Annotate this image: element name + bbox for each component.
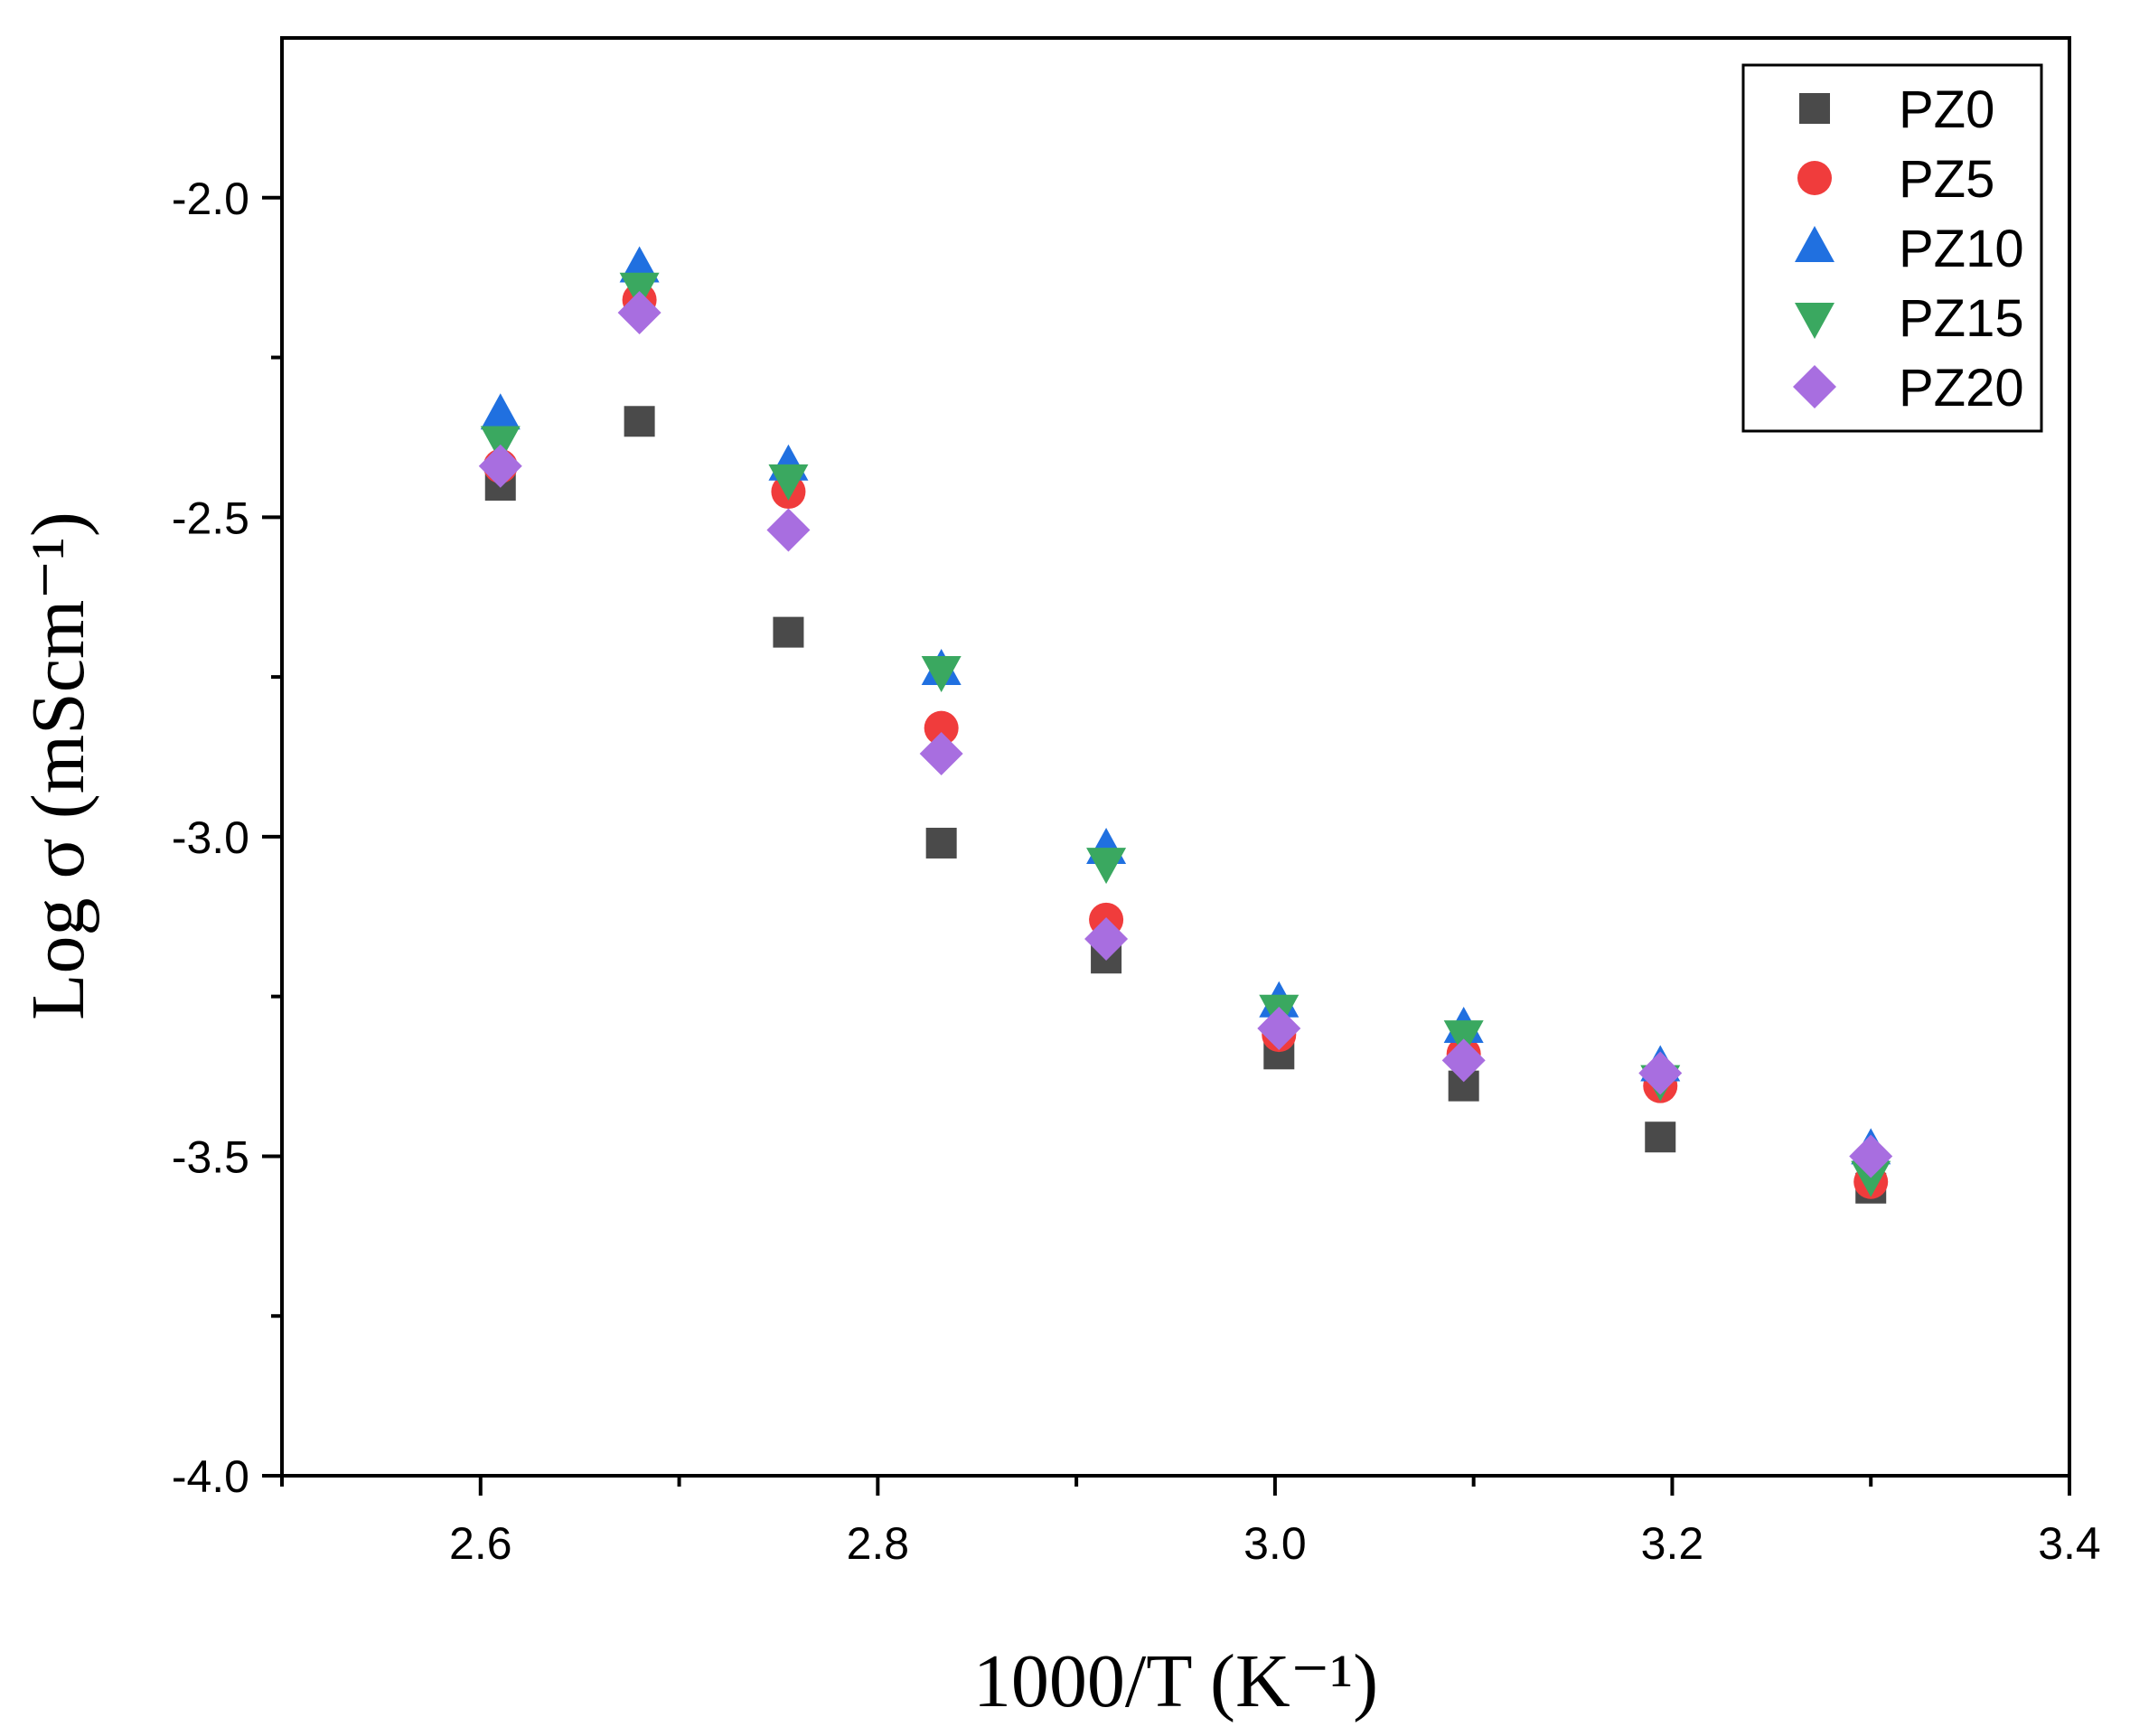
x-tick-label: 3.4	[2038, 1518, 2101, 1569]
y-tick-label: -4.0	[172, 1451, 249, 1502]
y-axis-title: Log σ (mScm⁻¹)	[16, 511, 100, 1020]
plot-frame	[280, 36, 2071, 1478]
data-point	[1084, 917, 1129, 962]
legend-box	[1741, 63, 2043, 433]
legend: PZ0 PZ5 PZ10 PZ15 PZ20	[1741, 63, 2043, 433]
series-pz5	[483, 282, 1889, 1199]
data-point	[480, 393, 521, 430]
data-point	[617, 291, 662, 335]
data-point	[921, 656, 962, 693]
data-point	[1851, 1160, 1891, 1197]
legend-marker	[1799, 93, 1830, 124]
x-tick-label: 2.6	[449, 1518, 512, 1569]
series-pz15	[480, 272, 1891, 1197]
data-point	[1645, 1121, 1676, 1153]
data-point	[1086, 848, 1127, 885]
data-point	[768, 464, 809, 501]
data-points	[478, 246, 1893, 1204]
data-point	[619, 272, 660, 309]
legend-label: PZ10	[1899, 220, 2024, 278]
series-pz20	[478, 291, 1893, 1178]
x-tick-label: 3.0	[1243, 1518, 1307, 1569]
data-point	[1443, 1020, 1484, 1057]
data-point	[766, 508, 811, 552]
data-point	[1638, 1051, 1683, 1095]
y-tick-label: -3.5	[172, 1131, 249, 1182]
axes: 2.6 2.8 3.0 3.2 3.4 -4.0 -3.5 -3.0 -2.5 -2.0	[172, 36, 2101, 1569]
legend-label: PZ15	[1899, 289, 2024, 348]
x-tick-label: 2.8	[847, 1518, 910, 1569]
y-tick-label: -2.5	[172, 493, 249, 543]
x-tick-label: 3.2	[1641, 1518, 1704, 1569]
data-point	[925, 827, 957, 859]
legend-marker	[1797, 161, 1832, 195]
data-point	[480, 426, 521, 463]
data-point	[919, 731, 963, 775]
legend-label: PZ20	[1899, 359, 2024, 418]
y-tick-label: -2.0	[172, 174, 249, 224]
data-point	[478, 444, 522, 488]
data-point	[624, 406, 655, 437]
legend-label: PZ5	[1899, 150, 1994, 209]
data-point	[1849, 1134, 1893, 1178]
legend-marker	[1795, 303, 1834, 339]
data-point	[1257, 1007, 1301, 1051]
x-axis-title: 1000/T (K⁻¹)	[973, 1639, 1378, 1723]
legend-marker	[1793, 365, 1836, 408]
data-point	[924, 710, 959, 746]
data-point	[773, 616, 804, 648]
legend-marker	[1795, 226, 1834, 262]
legend-label: PZ0	[1899, 80, 1994, 139]
y-tick-label: -3.0	[172, 812, 249, 863]
series-pz10	[480, 246, 1891, 1165]
data-point	[1441, 1038, 1486, 1083]
